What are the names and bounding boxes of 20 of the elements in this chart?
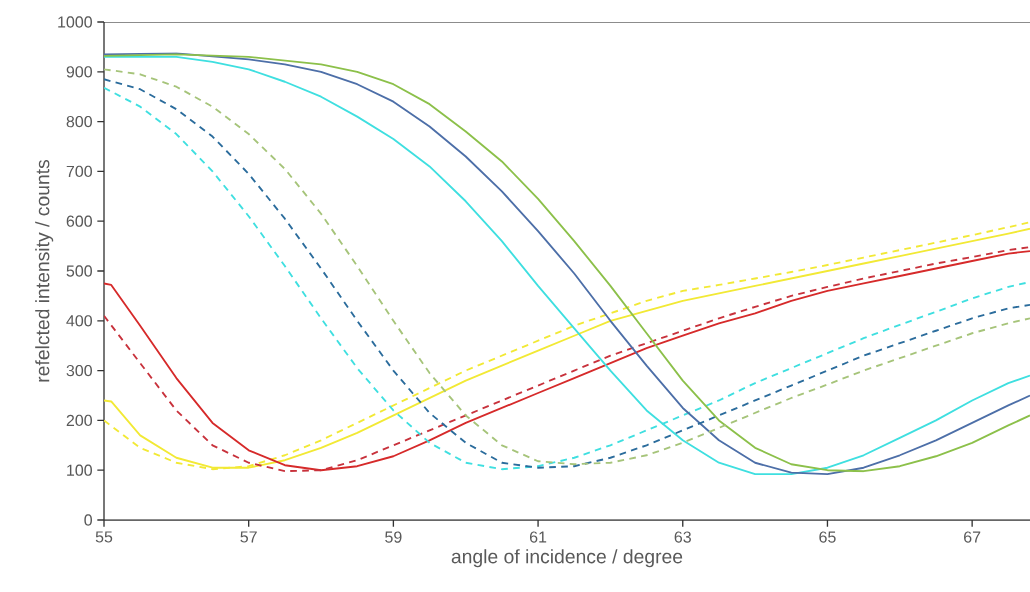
x-axis-title: angle of incidence / degree xyxy=(451,549,683,568)
x-tick-label: 55 xyxy=(95,531,113,543)
y-tick-label: 800 xyxy=(66,115,92,128)
x-tick-label: 61 xyxy=(529,531,547,543)
x-tick-label: 63 xyxy=(674,531,691,543)
x-tick-label: 65 xyxy=(819,531,836,543)
x-tick-label: 57 xyxy=(240,531,257,543)
x-tick-label: 67 xyxy=(964,531,981,543)
y-tick-label: 700 xyxy=(66,165,92,178)
y-tick-label: 900 xyxy=(66,66,92,78)
y-tick-label: 100 xyxy=(67,464,92,476)
y-axis-title: refelcted intensity / counts xyxy=(35,159,54,382)
x-tick-label: 59 xyxy=(385,531,402,543)
y-tick-label: 300 xyxy=(66,364,92,377)
y-tick-label: 600 xyxy=(66,215,92,227)
y-tick-label: 200 xyxy=(66,414,92,427)
y-tick-label: 1000 xyxy=(58,16,92,28)
y-tick-label: 0 xyxy=(84,514,93,526)
y-tick-label: 400 xyxy=(66,315,92,327)
y-tick-label: 500 xyxy=(66,265,92,277)
